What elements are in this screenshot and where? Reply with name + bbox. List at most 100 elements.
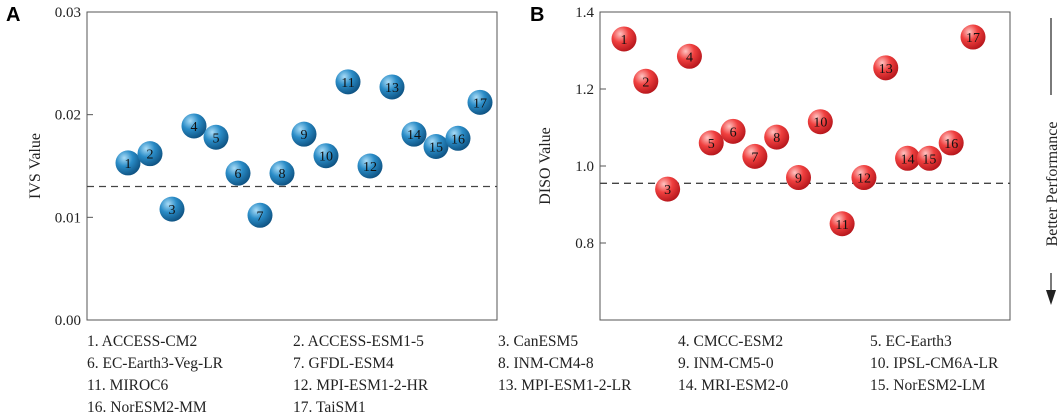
data-point: 5 [203, 124, 229, 150]
data-point: 9 [786, 165, 811, 191]
legend-item: 4. CMCC-ESM2 [678, 333, 784, 350]
data-point-label: 13 [385, 81, 399, 96]
data-point-label: 5 [213, 131, 220, 146]
data-point-label: 7 [751, 150, 758, 165]
data-point-label: 14 [407, 128, 421, 143]
data-point-label: 3 [664, 183, 671, 198]
y-tick-label: 0.01 [55, 210, 81, 226]
legend-item: 5. EC-Earth3 [870, 333, 952, 350]
data-point-label: 10 [319, 150, 333, 165]
data-point-marker [851, 165, 877, 191]
data-point-marker [335, 69, 361, 95]
data-point-marker [764, 124, 790, 150]
data-point-label: 1 [125, 157, 132, 172]
data-point-label: 5 [708, 137, 715, 152]
data-point-label: 10 [813, 116, 827, 131]
data-point-marker [676, 43, 702, 69]
legend-item: 1. ACCESS-CM2 [87, 333, 198, 350]
data-point: 14 [895, 145, 921, 171]
data-point: 16 [938, 130, 964, 156]
data-point-marker [720, 118, 746, 144]
legend-item: 7. GFDL-ESM4 [293, 355, 394, 372]
data-point-label: 7 [257, 209, 264, 224]
data-point: 7 [247, 202, 273, 228]
arrow-label-backdrop [1040, 95, 1059, 273]
data-point-marker [291, 121, 317, 147]
data-point: 6 [720, 118, 746, 144]
data-point: 8 [764, 124, 790, 150]
data-point: 13 [379, 74, 405, 100]
legend-item: 6. EC-Earth3-Veg-LR [87, 355, 224, 372]
data-point-marker [203, 124, 229, 150]
data-point-marker [401, 121, 427, 147]
data-point-label: 15 [922, 152, 936, 167]
data-point-marker [181, 113, 207, 139]
data-point-marker [807, 109, 833, 135]
data-point: 10 [807, 109, 833, 135]
data-point-label: 6 [730, 125, 737, 140]
better-performance-label: Better Performance [1044, 122, 1059, 247]
data-point-label: 13 [879, 62, 893, 77]
data-point: 11 [829, 211, 855, 237]
data-point-marker [445, 125, 471, 151]
data-point-marker [137, 141, 163, 167]
data-point: 16 [445, 125, 471, 151]
data-point: 15 [916, 145, 942, 171]
data-point-marker [115, 150, 141, 176]
data-point-marker [698, 130, 724, 156]
y-tick-label: 0.00 [55, 313, 81, 329]
panel-a-y-axis-label: IVS Value [27, 133, 44, 199]
panel-a: A 0.000.010.020.03 IVS Value 12345678910… [6, 4, 498, 329]
down-arrow-icon [1046, 290, 1056, 305]
data-point-label: 9 [301, 128, 308, 143]
data-point-label: 11 [835, 218, 848, 233]
data-point: 1 [115, 150, 141, 176]
data-point-marker [357, 153, 383, 179]
y-tick-label: 0.03 [55, 5, 81, 21]
legend-item: 11. MIROC6 [87, 377, 169, 394]
data-point: 2 [633, 68, 659, 94]
data-point: 3 [159, 196, 185, 222]
data-point-marker [916, 145, 942, 171]
legend-item: 9. INM-CM5-0 [678, 355, 774, 372]
data-point: 3 [655, 176, 681, 202]
data-point: 9 [291, 121, 317, 147]
data-point-label: 8 [279, 167, 286, 182]
data-point-marker [225, 160, 251, 186]
legend-item: 12. MPI-ESM1-2-HR [293, 377, 429, 394]
panel-a-y-axis: 0.00 0.01 0.02 0.03 [55, 5, 93, 329]
data-point-marker [895, 145, 921, 171]
data-point: 2 [137, 141, 163, 167]
data-point: 17 [467, 89, 493, 115]
legend-item: 8. INM-CM4-8 [498, 355, 594, 372]
panel-b-frame [599, 11, 1011, 321]
data-point-marker [423, 133, 449, 159]
data-point-marker [786, 165, 811, 191]
data-point: 17 [960, 24, 986, 50]
data-point-label: 14 [901, 152, 915, 167]
data-point-marker [655, 176, 681, 202]
data-point-marker [467, 89, 493, 115]
data-point: 13 [873, 55, 899, 81]
data-point-marker [379, 74, 405, 100]
panel-a-label: A [6, 4, 20, 26]
data-point: 4 [676, 43, 702, 69]
data-point: 15 [423, 133, 449, 159]
legend-item: 16. NorESM2-MM [87, 399, 207, 416]
data-point: 5 [698, 130, 724, 156]
legend-item: 2. ACCESS-ESM1-5 [293, 333, 424, 350]
y-tick-label: 1.0 [575, 159, 594, 175]
legend-item: 15. NorESM2-LM [870, 377, 986, 394]
data-point-label: 1 [621, 33, 628, 48]
panel-b: B 0.81.01.21.4 DISO Value 12345678910111… [530, 4, 1059, 321]
data-point: 14 [401, 121, 427, 147]
data-point-label: 3 [169, 203, 176, 218]
data-point-label: 2 [642, 75, 649, 90]
data-point: 10 [313, 143, 339, 169]
data-point-label: 4 [686, 50, 693, 65]
panel-b-y-axis-label: DISO Value [537, 127, 554, 204]
data-point: 12 [851, 165, 877, 191]
data-point-label: 17 [966, 31, 980, 46]
y-tick-label: 0.8 [575, 236, 594, 252]
